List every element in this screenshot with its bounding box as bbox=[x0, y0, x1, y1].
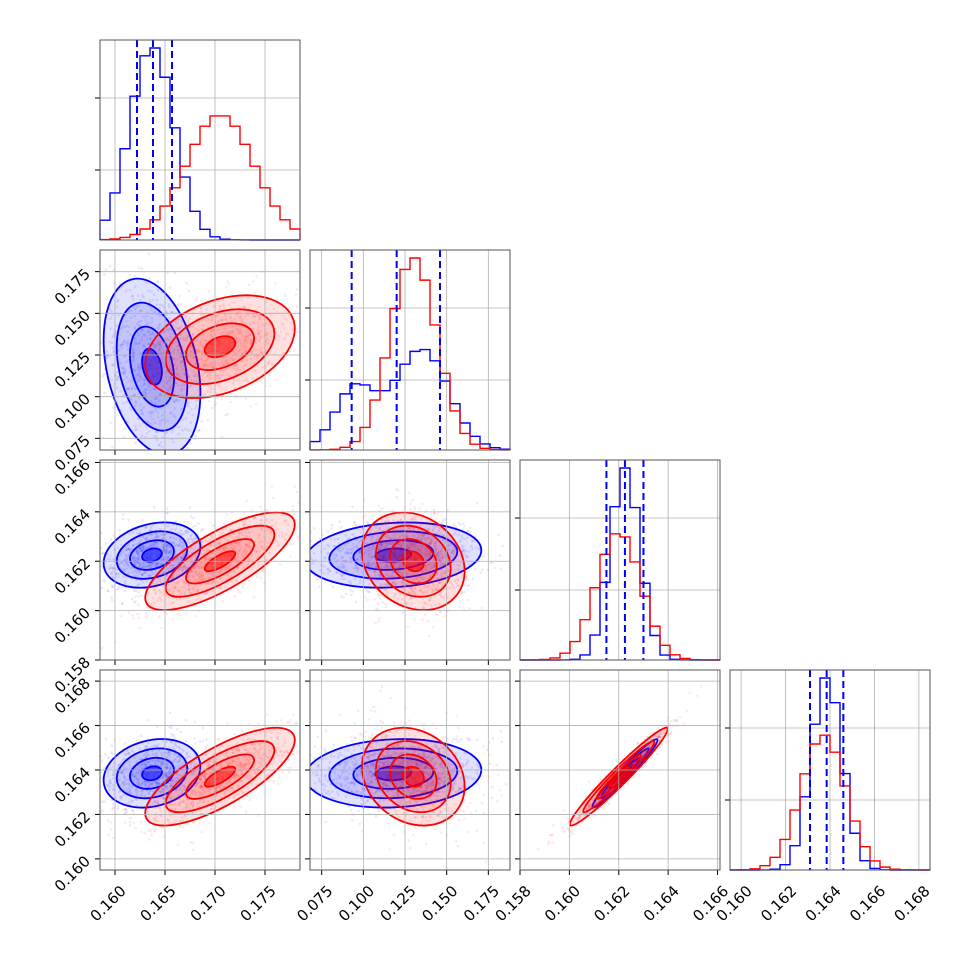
grid-lines bbox=[520, 460, 720, 660]
y-tick-label: 0.164 bbox=[51, 505, 94, 548]
histogram-panel-1 bbox=[95, 39, 301, 241]
axes-frame bbox=[519, 459, 721, 661]
scatter-panel-4-3 bbox=[515, 669, 721, 875]
x-tick-label: 0.160 bbox=[541, 882, 584, 925]
y-tick-label: 0.125 bbox=[51, 348, 94, 391]
x-tick-label: 0.164 bbox=[802, 882, 845, 925]
samples-blue bbox=[100, 252, 230, 450]
axes-frame bbox=[99, 459, 301, 661]
grid-lines bbox=[310, 250, 510, 450]
axes-frame bbox=[729, 669, 931, 871]
y-tick-label: 0.160 bbox=[51, 604, 94, 647]
histogram-blue bbox=[520, 467, 720, 661]
y-tick-label: 0.162 bbox=[51, 808, 94, 851]
x-tick-label: 0.125 bbox=[377, 882, 420, 925]
contours-red bbox=[361, 726, 466, 827]
axes-frame bbox=[309, 669, 511, 871]
scatter-panel-4-2 bbox=[305, 669, 511, 875]
y-tick-label: 0.160 bbox=[51, 852, 94, 895]
axes-frame bbox=[519, 669, 721, 871]
x-tick-label: 0.165 bbox=[137, 882, 180, 925]
x-tick-label: 0.075 bbox=[293, 882, 336, 925]
grid-lines bbox=[100, 670, 300, 870]
x-tick-label: 0.175 bbox=[237, 882, 280, 925]
scatter-panel-3-1 bbox=[95, 459, 301, 665]
x-tick-label: 0.164 bbox=[640, 882, 683, 925]
contours-blue bbox=[102, 277, 202, 450]
x-tick-label: 0.162 bbox=[590, 882, 633, 925]
contours-blue bbox=[102, 738, 202, 809]
histogram-red bbox=[309, 257, 511, 451]
x-tick-label: 0.160 bbox=[87, 882, 130, 925]
x-tick-label: 0.166 bbox=[846, 882, 889, 925]
y-tick-label: 0.166 bbox=[51, 719, 94, 762]
scatter-panel-4-1 bbox=[95, 669, 301, 875]
histogram-panel-3 bbox=[515, 459, 721, 661]
x-tick-label: 0.162 bbox=[757, 882, 800, 925]
grid-lines bbox=[730, 670, 930, 870]
histogram-panel-4 bbox=[725, 669, 931, 871]
contours-red bbox=[144, 726, 296, 827]
grid-lines bbox=[100, 40, 300, 240]
histogram-red bbox=[519, 533, 721, 661]
y-tick-label: 0.175 bbox=[51, 265, 94, 308]
grid-lines bbox=[310, 670, 510, 870]
x-tick-label: 0.170 bbox=[187, 882, 230, 925]
x-tick-label: 0.168 bbox=[891, 882, 934, 925]
scatter-panel-2-1 bbox=[95, 249, 301, 455]
x-tick-label: 0.150 bbox=[418, 882, 461, 925]
contours-red bbox=[144, 294, 296, 399]
histogram-red bbox=[729, 734, 931, 871]
y-tick-label: 0.164 bbox=[51, 763, 94, 806]
axes-frame bbox=[99, 669, 301, 871]
axes-frame bbox=[99, 39, 301, 241]
axes-frame bbox=[99, 249, 301, 451]
histogram-panel-2 bbox=[305, 249, 511, 451]
grid-lines bbox=[310, 460, 510, 660]
grid-lines bbox=[100, 460, 300, 660]
y-tick-label: 0.162 bbox=[51, 555, 94, 598]
grid-lines bbox=[520, 670, 720, 870]
y-tick-label: 0.150 bbox=[51, 307, 94, 350]
x-tick-label: 0.158 bbox=[492, 882, 535, 925]
histogram-blue bbox=[309, 348, 511, 450]
scatter-panel-3-2 bbox=[305, 459, 511, 665]
axes-frame bbox=[309, 249, 511, 451]
grid-lines bbox=[100, 250, 300, 450]
axes-frame bbox=[309, 459, 511, 661]
y-tick-label: 0.100 bbox=[51, 390, 94, 433]
histogram-red bbox=[99, 115, 301, 241]
x-tick-label: 0.100 bbox=[335, 882, 378, 925]
